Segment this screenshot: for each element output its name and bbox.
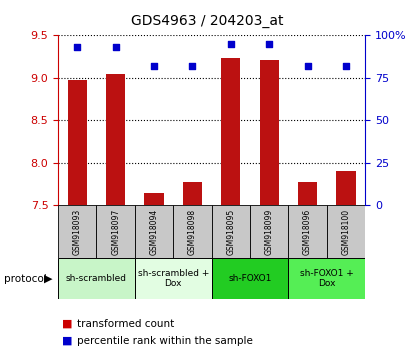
Text: GSM918095: GSM918095: [226, 209, 235, 255]
Bar: [250, 205, 288, 258]
Text: ■: ■: [62, 336, 73, 346]
Text: ▶: ▶: [44, 274, 52, 284]
Text: percentile rank within the sample: percentile rank within the sample: [77, 336, 253, 346]
Point: [151, 63, 157, 69]
Bar: [260, 60, 279, 205]
Point: [112, 45, 119, 50]
Point: [189, 63, 196, 69]
Text: GSM918098: GSM918098: [188, 209, 197, 255]
Bar: [58, 258, 135, 299]
Bar: [144, 193, 164, 205]
Bar: [58, 205, 96, 258]
Text: sh-FOXO1 +
Dox: sh-FOXO1 + Dox: [300, 269, 354, 289]
Bar: [68, 80, 87, 205]
Bar: [183, 182, 202, 205]
Text: GSM918093: GSM918093: [73, 209, 82, 255]
Point: [266, 41, 273, 47]
Text: GSM918094: GSM918094: [149, 209, 159, 255]
Text: GSM918096: GSM918096: [303, 209, 312, 255]
Bar: [221, 58, 240, 205]
Text: sh-scrambled: sh-scrambled: [66, 274, 127, 283]
Text: GSM918099: GSM918099: [265, 209, 274, 255]
Bar: [96, 205, 135, 258]
Text: transformed count: transformed count: [77, 319, 174, 329]
Bar: [106, 74, 125, 205]
Bar: [212, 258, 288, 299]
Bar: [135, 258, 212, 299]
Bar: [327, 205, 365, 258]
Text: ■: ■: [62, 319, 73, 329]
Bar: [135, 205, 173, 258]
Bar: [212, 205, 250, 258]
Bar: [173, 205, 212, 258]
Point: [304, 63, 311, 69]
Point: [343, 63, 349, 69]
Bar: [298, 182, 317, 205]
Bar: [337, 171, 356, 205]
Text: sh-FOXO1: sh-FOXO1: [228, 274, 272, 283]
Text: GDS4963 / 204203_at: GDS4963 / 204203_at: [131, 14, 284, 28]
Point: [74, 45, 81, 50]
Bar: [288, 258, 365, 299]
Point: [227, 41, 234, 47]
Text: sh-scrambled +
Dox: sh-scrambled + Dox: [138, 269, 209, 289]
Bar: [288, 205, 327, 258]
Text: GSM918100: GSM918100: [342, 209, 351, 255]
Text: GSM918097: GSM918097: [111, 209, 120, 255]
Text: protocol: protocol: [4, 274, 47, 284]
